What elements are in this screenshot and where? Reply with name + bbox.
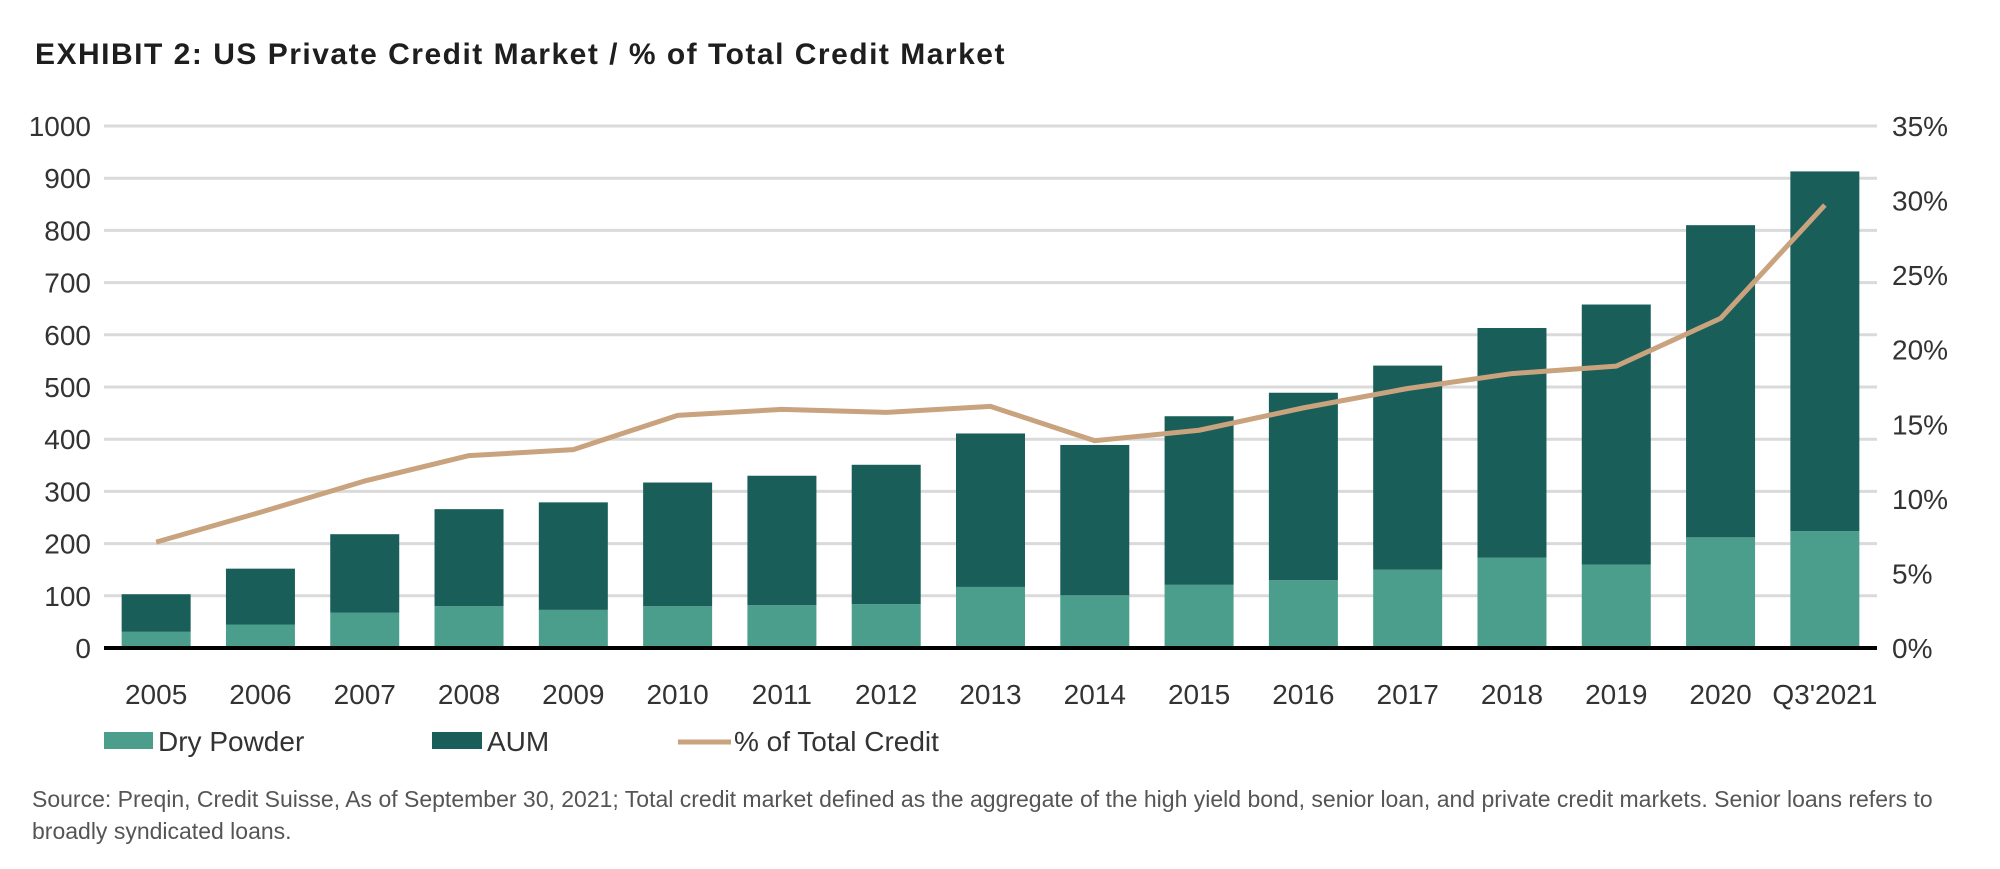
bar-aum [1060, 444, 1130, 596]
bar-dry-powder [747, 605, 817, 648]
y2-tick-label: 10% [1892, 484, 1948, 515]
bar-dry-powder [1060, 595, 1130, 648]
bar-dry-powder [1164, 584, 1234, 648]
x-tick-label: 2017 [1377, 679, 1439, 710]
x-tick-label: 2019 [1585, 679, 1647, 710]
x-tick-label: 2006 [229, 679, 291, 710]
y-tick-label: 900 [44, 163, 91, 194]
y-tick-label: 500 [44, 372, 91, 403]
x-tick-label: 2007 [334, 679, 396, 710]
bar-aum [434, 509, 504, 607]
legend-swatch-dry-powder [104, 732, 153, 749]
bar-dry-powder [121, 631, 191, 648]
x-tick-label: 2005 [125, 679, 187, 710]
y-tick-label: 0 [75, 633, 91, 664]
legend-label-aum: AUM [487, 726, 549, 757]
bar-aum [121, 594, 191, 632]
bar-dry-powder [1581, 564, 1651, 648]
bar-aum [956, 433, 1025, 587]
bar-dry-powder [1686, 537, 1756, 648]
x-tick-label: Q3'2021 [1772, 679, 1877, 710]
x-tick-label: 2016 [1272, 679, 1334, 710]
source-note: Source: Preqin, Credit Suisse, As of Sep… [32, 786, 1933, 844]
bar-dry-powder [1268, 580, 1338, 648]
x-tick-label: 2013 [959, 679, 1021, 710]
bar-dry-powder [956, 586, 1025, 648]
bar-dry-powder [225, 624, 295, 648]
x-tick-label: 2012 [855, 679, 917, 710]
y-tick-label: 200 [44, 529, 91, 560]
x-tick-label: 2009 [542, 679, 604, 710]
legend-swatch-aum [432, 732, 482, 749]
x-tick-label: 2011 [752, 679, 812, 710]
legend-label-dry-powder: Dry Powder [158, 726, 304, 757]
chart-title: EXHIBIT 2: US Private Credit Market / % … [35, 38, 1006, 71]
bar-aum [538, 502, 608, 610]
legend-label-pct-total-credit: % of Total Credit [734, 726, 939, 757]
y2-tick-label: 25% [1892, 260, 1948, 291]
y-tick-label: 1000 [29, 111, 91, 142]
bar-aum [1373, 365, 1443, 570]
bar-aum [1268, 392, 1338, 581]
bar-aum [851, 464, 921, 605]
x-tick-label: 2010 [646, 679, 708, 710]
x-tick-label: 2015 [1168, 679, 1230, 710]
bar-aum [1581, 304, 1651, 565]
y2-tick-label: 20% [1892, 335, 1948, 366]
bar-dry-powder [330, 612, 400, 648]
y2-tick-label: 35% [1892, 111, 1948, 142]
bar-aum [1164, 416, 1234, 585]
y2-tick-label: 0% [1892, 633, 1932, 664]
y-tick-label: 300 [44, 476, 91, 507]
x-tick-label: 2020 [1689, 679, 1751, 710]
bar-aum [225, 568, 295, 625]
x-tick-label: 2018 [1481, 679, 1543, 710]
y2-tick-label: 5% [1892, 558, 1932, 589]
bar-dry-powder [1373, 569, 1443, 648]
bar-aum [1790, 171, 1860, 532]
x-tick-label: 2008 [438, 679, 500, 710]
y-tick-label: 100 [44, 581, 91, 612]
y-tick-label: 800 [44, 215, 91, 246]
bar-aum [330, 534, 400, 613]
bar-dry-powder [643, 606, 713, 648]
bar-aum [643, 482, 713, 607]
y-tick-label: 600 [44, 320, 91, 351]
bar-aum [1686, 225, 1756, 538]
y-tick-label: 400 [44, 424, 91, 455]
bar-dry-powder [434, 606, 504, 648]
bar-aum [747, 475, 817, 606]
bar-dry-powder [1477, 557, 1547, 648]
y2-tick-label: 30% [1892, 186, 1948, 217]
y-tick-label: 700 [44, 268, 91, 299]
y2-tick-label: 15% [1892, 409, 1948, 440]
x-tick-label: 2014 [1064, 679, 1126, 710]
bar-dry-powder [851, 604, 921, 648]
bar-aum [1477, 328, 1547, 558]
bar-dry-powder [538, 609, 608, 648]
bar-dry-powder [1790, 531, 1860, 648]
